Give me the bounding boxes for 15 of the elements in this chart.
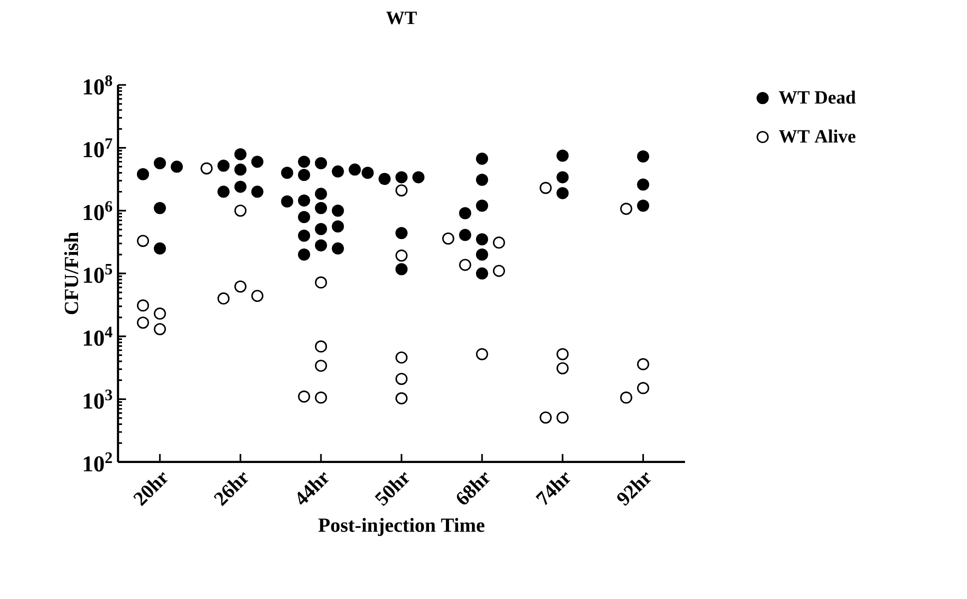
y-tick-label: 10$^{3}$ bbox=[84, 390, 112, 409]
legend-label: WT Alive bbox=[778, 130, 856, 143]
y-tick-label: 10$^{5}$ bbox=[84, 264, 112, 283]
y-tick-label: 10$^{6}$ bbox=[84, 201, 112, 220]
y-tick-label: 10$^{8}$ bbox=[84, 75, 112, 95]
x-axis-title: Post-injection Time bbox=[318, 518, 484, 536]
legend-label: WT Dead bbox=[778, 90, 856, 104]
y-tick-label: 10$^{7}$ bbox=[84, 138, 112, 158]
x-tick-label: 44hr bbox=[298, 472, 329, 505]
y-axis-title: CFU/Fish bbox=[64, 232, 78, 314]
x-tick-label: 68hr bbox=[456, 472, 490, 504]
x-tick-label: 74hr bbox=[536, 472, 570, 506]
chart-title: WT bbox=[386, 12, 417, 24]
y-tick-label: 10$^{2}$ bbox=[84, 452, 112, 472]
y-tick-label: 10$^{4}$ bbox=[84, 326, 112, 346]
